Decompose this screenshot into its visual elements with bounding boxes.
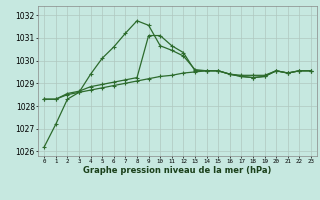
X-axis label: Graphe pression niveau de la mer (hPa): Graphe pression niveau de la mer (hPa) bbox=[84, 166, 272, 175]
